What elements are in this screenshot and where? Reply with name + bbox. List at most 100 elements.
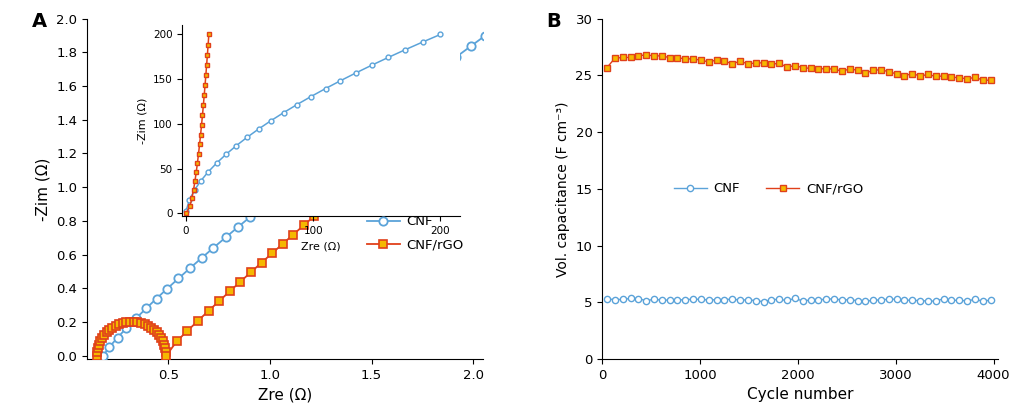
- CNF/rGO: [191, 318, 204, 323]
- CNF/rGO: [616, 55, 629, 60]
- CNF: [859, 299, 871, 304]
- CNF: [805, 298, 817, 303]
- CNF: [655, 298, 668, 303]
- CNF: [378, 108, 390, 113]
- CNF: [812, 298, 824, 303]
- CNF: [640, 298, 652, 303]
- CNF: [922, 298, 934, 303]
- CNF/rGO: [679, 56, 691, 61]
- CNF: [337, 140, 349, 145]
- CNF: [851, 298, 863, 303]
- CNF/rGO: [914, 73, 927, 78]
- CNF/rGO: [664, 55, 676, 60]
- CNF/rGO: [758, 60, 770, 65]
- CNF: [283, 183, 295, 188]
- CNF: [407, 87, 419, 92]
- CNF/rGO: [898, 73, 910, 78]
- X-axis label: Cycle number: Cycle number: [748, 387, 854, 402]
- CNF/rGO: [687, 56, 699, 61]
- CNF/rGO: [145, 325, 158, 330]
- CNF: [616, 297, 629, 302]
- CNF/rGO: [805, 66, 817, 71]
- Text: A: A: [32, 12, 47, 31]
- CNF: [687, 296, 699, 301]
- CNF: [906, 298, 919, 303]
- CNF: [664, 298, 676, 303]
- CNF: [734, 298, 746, 303]
- CNF/rGO: [414, 122, 426, 127]
- CNF: [945, 298, 957, 303]
- Line: CNF: CNF: [604, 295, 993, 305]
- CNF: [421, 76, 433, 81]
- CNF/rGO: [726, 61, 738, 66]
- CNF/rGO: [711, 57, 723, 62]
- CNF: [140, 306, 153, 311]
- CNF/rGO: [106, 325, 119, 330]
- CNF: [984, 298, 996, 303]
- CNF: [788, 296, 801, 301]
- CNF/rGO: [702, 59, 715, 64]
- CNF: [827, 296, 840, 301]
- CNF/rGO: [953, 75, 966, 80]
- CNF/rGO: [648, 54, 660, 59]
- CNF/rGO: [945, 75, 957, 80]
- CNF/rGO: [781, 65, 794, 70]
- CNF/rGO: [171, 339, 183, 344]
- CNF/rGO: [608, 56, 621, 61]
- CNF: [874, 298, 887, 303]
- CNF/rGO: [773, 61, 785, 66]
- CNF: [781, 298, 794, 303]
- CNF: [625, 296, 637, 301]
- Y-axis label: Vol. capacitance (F cm⁻³): Vol. capacitance (F cm⁻³): [556, 101, 570, 276]
- CNF/rGO: [867, 68, 880, 73]
- CNF/rGO: [930, 74, 942, 79]
- CNF: [765, 297, 777, 302]
- CNF: [969, 297, 981, 302]
- Text: B: B: [547, 12, 561, 31]
- CNF: [112, 335, 124, 340]
- CNF/rGO: [891, 71, 903, 76]
- CNF: [97, 353, 110, 358]
- CNF: [196, 256, 208, 261]
- CNF: [435, 66, 447, 71]
- CNF/rGO: [859, 71, 871, 76]
- CNF: [891, 297, 903, 302]
- CNF/rGO: [203, 308, 215, 313]
- CNF: [702, 298, 715, 303]
- CNF/rGO: [632, 53, 644, 58]
- CNF/rGO: [812, 66, 824, 71]
- CNF/rGO: [160, 353, 172, 358]
- CNF/rGO: [820, 66, 833, 71]
- CNF: [479, 33, 492, 38]
- CNF/rGO: [655, 54, 668, 59]
- CNF: [930, 299, 942, 304]
- CNF: [726, 296, 738, 301]
- CNF: [820, 296, 833, 301]
- CNF: [672, 297, 684, 302]
- CNF/rGO: [765, 62, 777, 67]
- Legend: CNF, CNF/rGO: CNF, CNF/rGO: [669, 177, 868, 200]
- Line: CNF/rGO: CNF/rGO: [604, 52, 993, 83]
- CNF: [750, 298, 762, 303]
- CNF/rGO: [961, 77, 973, 82]
- CNF/rGO: [827, 66, 840, 71]
- CNF: [365, 119, 377, 124]
- CNF/rGO: [640, 53, 652, 58]
- CNF: [450, 55, 462, 60]
- CNF: [632, 296, 644, 301]
- CNF/rGO: [977, 78, 989, 83]
- CNF: [270, 193, 283, 198]
- CNF: [296, 172, 308, 177]
- CNF/rGO: [874, 68, 887, 73]
- CNF/rGO: [797, 65, 809, 70]
- CNF/rGO: [672, 55, 684, 60]
- CNF/rGO: [984, 78, 996, 83]
- Line: CNF/rGO: CNF/rGO: [93, 121, 424, 359]
- CNF: [161, 286, 173, 291]
- CNF: [245, 214, 257, 219]
- CNF: [741, 297, 754, 302]
- Line: CNF: CNF: [99, 32, 489, 360]
- CNF/rGO: [836, 69, 848, 74]
- CNF: [937, 296, 949, 301]
- CNF/rGO: [245, 270, 257, 275]
